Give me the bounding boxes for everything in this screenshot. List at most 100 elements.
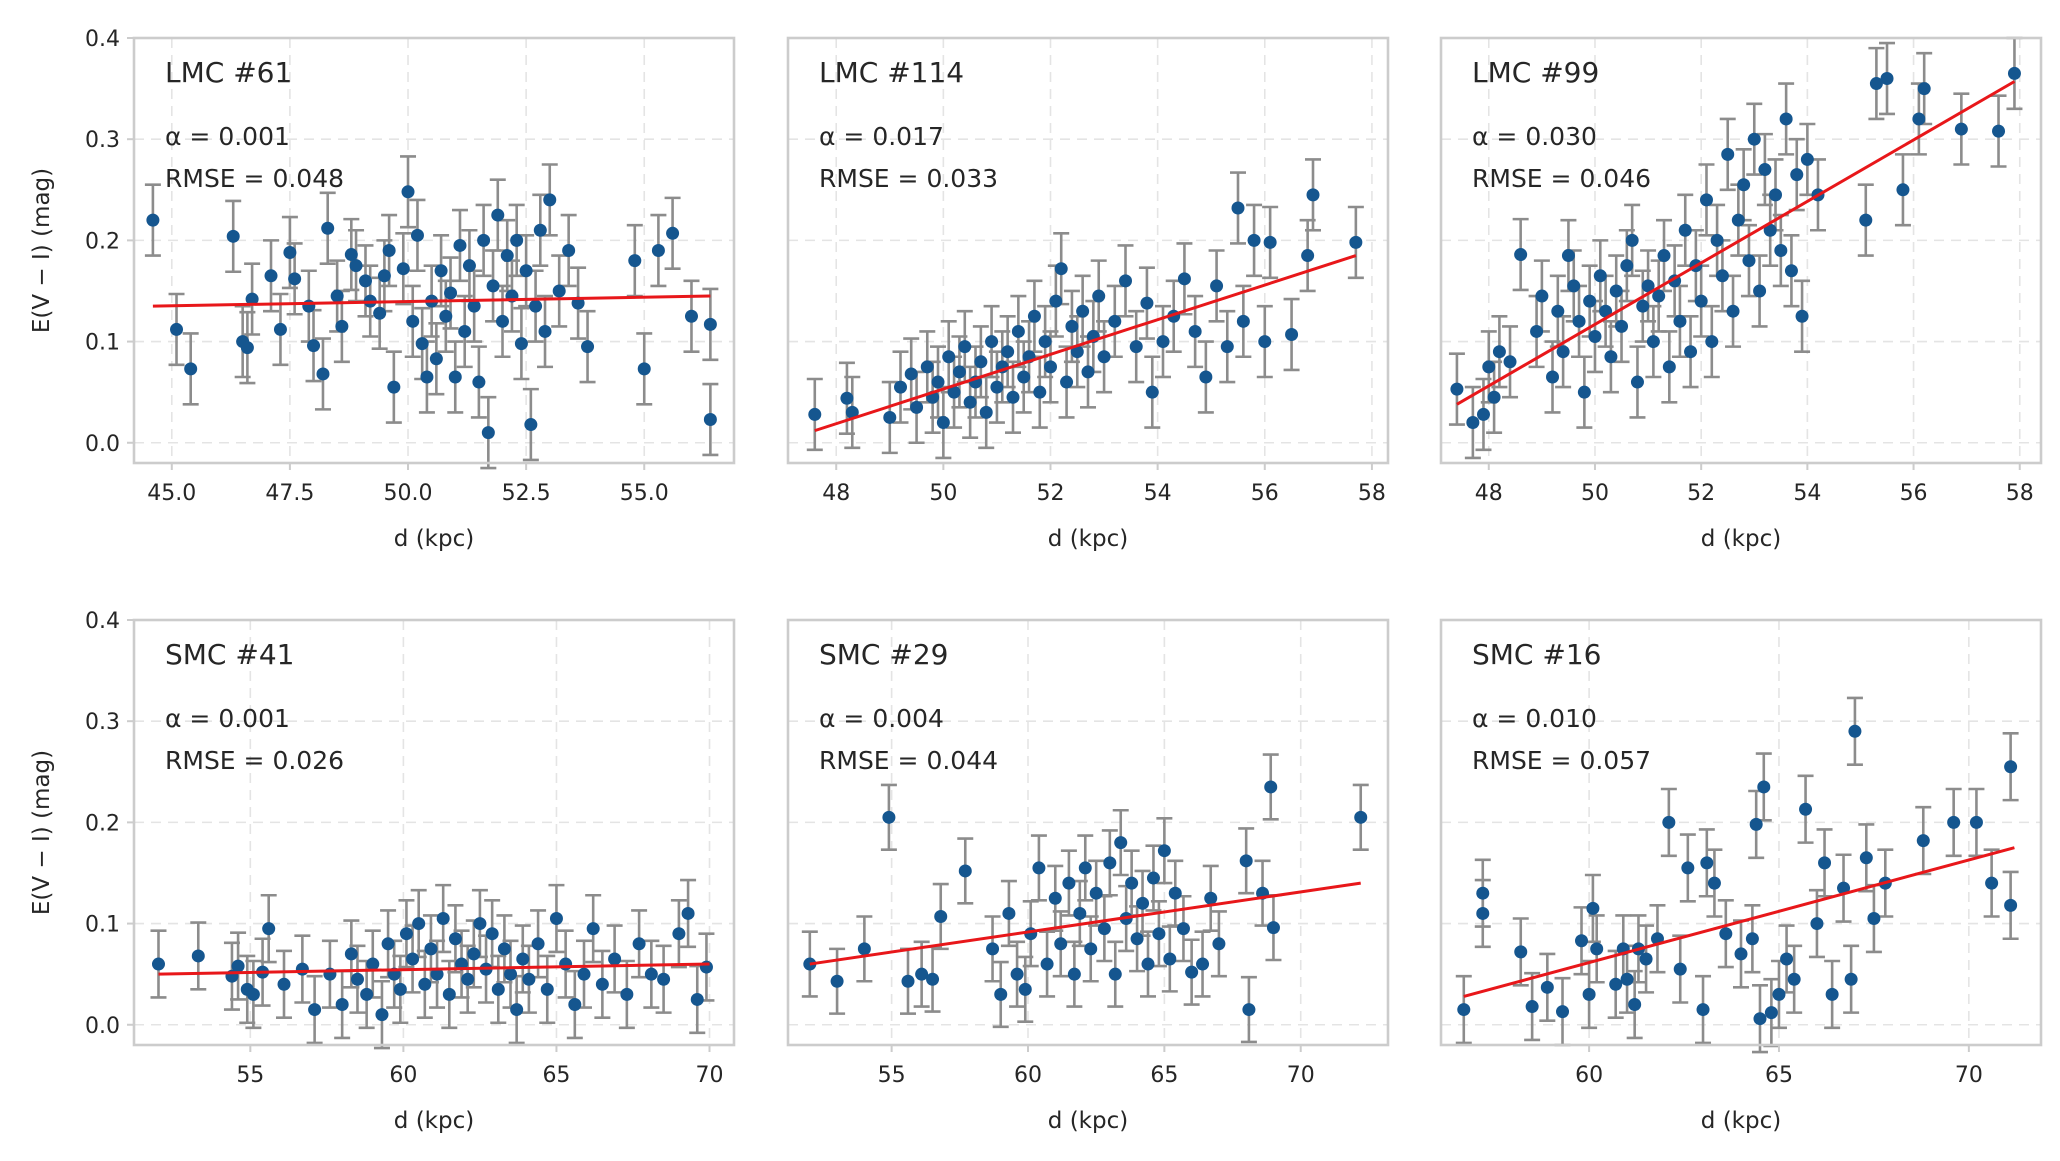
y-axis-label: E(V − I) (mag) bbox=[29, 168, 55, 333]
data-point bbox=[1239, 854, 1253, 868]
data-point bbox=[657, 972, 671, 986]
alpha-label: α = 0.010 bbox=[1472, 704, 1597, 733]
data-point bbox=[358, 274, 372, 288]
data-point bbox=[1615, 319, 1629, 333]
data-point bbox=[406, 952, 420, 966]
data-point bbox=[637, 362, 651, 376]
data-point bbox=[410, 228, 424, 242]
x-tick-label: 55 bbox=[236, 1063, 264, 1088]
data-point bbox=[1992, 124, 2006, 138]
data-point bbox=[366, 957, 380, 971]
data-point bbox=[1657, 249, 1671, 263]
data-point bbox=[448, 932, 462, 946]
data-point bbox=[1780, 952, 1794, 966]
data-point bbox=[308, 1003, 322, 1017]
data-point bbox=[936, 416, 950, 430]
data-point bbox=[514, 337, 528, 351]
panel-title: LMC #61 bbox=[165, 56, 292, 89]
data-point bbox=[1628, 998, 1642, 1012]
data-point bbox=[1168, 886, 1182, 900]
data-point bbox=[1487, 390, 1501, 404]
data-point bbox=[1577, 385, 1591, 399]
y-tick-label: 0.2 bbox=[85, 229, 120, 254]
y-tick-label: 0.1 bbox=[85, 913, 120, 938]
data-point bbox=[581, 340, 595, 354]
data-point bbox=[1799, 802, 1813, 816]
data-point bbox=[1954, 122, 1968, 136]
data-point bbox=[472, 375, 486, 389]
data-point bbox=[467, 299, 481, 313]
axes-frame bbox=[786, 618, 1390, 1047]
data-point bbox=[1586, 901, 1600, 915]
data-point bbox=[1572, 314, 1586, 328]
data-point bbox=[1514, 945, 1528, 959]
data-point bbox=[1810, 917, 1824, 931]
rmse-label: RMSE = 0.026 bbox=[165, 746, 344, 775]
data-point bbox=[1220, 340, 1234, 354]
data-point bbox=[486, 279, 500, 293]
data-point bbox=[1880, 71, 1894, 85]
data-point bbox=[1705, 335, 1719, 349]
data-point bbox=[1742, 254, 1756, 268]
data-point bbox=[882, 810, 896, 824]
data-point bbox=[562, 244, 576, 257]
x-axis-label: d (kpc) bbox=[394, 1108, 474, 1134]
data-point bbox=[1199, 370, 1213, 384]
data-point bbox=[540, 982, 554, 996]
data-point bbox=[1556, 345, 1570, 359]
data-point bbox=[1492, 345, 1506, 359]
data-point bbox=[375, 1008, 389, 1022]
y-tick-label: 0.4 bbox=[85, 27, 120, 52]
data-point bbox=[1054, 937, 1068, 951]
data-point bbox=[1710, 233, 1724, 247]
data-point bbox=[1590, 942, 1604, 956]
data-point bbox=[264, 269, 278, 283]
data-point bbox=[1065, 319, 1079, 333]
axes-frame bbox=[1439, 36, 2043, 465]
data-point bbox=[399, 927, 413, 941]
x-tick-label: 54 bbox=[1793, 481, 1821, 506]
data-point bbox=[1266, 921, 1280, 935]
data-point bbox=[442, 987, 456, 1001]
data-point bbox=[990, 380, 1004, 394]
data-point bbox=[568, 998, 582, 1012]
data-point bbox=[1985, 876, 1999, 890]
x-tick-label: 52.5 bbox=[502, 481, 551, 506]
data-point bbox=[1639, 952, 1653, 966]
data-point bbox=[246, 987, 260, 1001]
data-point bbox=[1231, 201, 1245, 215]
data-point bbox=[1011, 324, 1025, 338]
data-point bbox=[1673, 314, 1687, 328]
data-point bbox=[1844, 972, 1858, 986]
x-tick-label: 50 bbox=[929, 481, 957, 506]
data-point bbox=[349, 259, 363, 273]
data-point bbox=[1719, 927, 1733, 941]
data-point bbox=[497, 942, 511, 956]
data-point bbox=[1707, 876, 1721, 890]
data-point bbox=[1800, 152, 1814, 166]
data-point bbox=[1146, 871, 1160, 885]
data-point bbox=[1715, 269, 1729, 283]
data-point bbox=[666, 226, 680, 240]
data-point bbox=[1044, 360, 1057, 374]
data-point bbox=[533, 223, 547, 237]
data-point bbox=[1018, 982, 1032, 996]
data-point bbox=[522, 972, 536, 986]
data-point bbox=[477, 233, 491, 247]
data-point bbox=[1896, 183, 1910, 197]
data-point bbox=[295, 962, 309, 976]
data-point bbox=[1040, 957, 1054, 971]
data-point bbox=[373, 306, 387, 320]
data-point bbox=[1575, 934, 1589, 948]
data-point bbox=[277, 977, 291, 991]
data-point bbox=[920, 360, 934, 374]
data-point bbox=[1604, 350, 1618, 364]
data-point bbox=[1145, 385, 1159, 399]
data-point bbox=[381, 937, 395, 951]
data-point bbox=[1349, 235, 1363, 249]
data-point bbox=[1033, 385, 1047, 399]
data-point bbox=[302, 299, 316, 313]
data-point bbox=[396, 262, 410, 276]
data-point bbox=[1696, 1003, 1710, 1017]
